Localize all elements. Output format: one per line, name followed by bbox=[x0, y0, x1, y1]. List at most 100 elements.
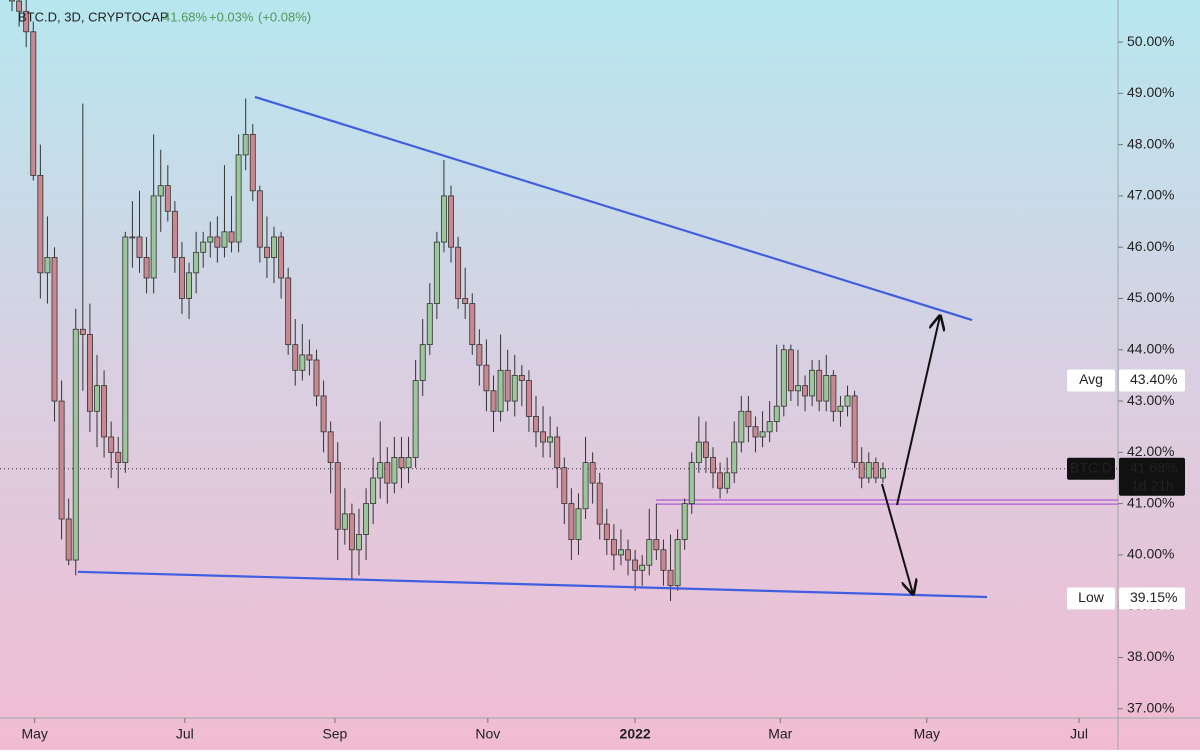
candle-body bbox=[554, 436, 561, 469]
y-tick-label: 38.00% bbox=[1127, 648, 1174, 664]
candle-body bbox=[72, 328, 79, 561]
candle-body bbox=[426, 303, 433, 346]
candle-body bbox=[879, 468, 886, 479]
candle-body bbox=[780, 349, 787, 407]
candle-body bbox=[207, 236, 214, 243]
label-badge bbox=[1067, 369, 1115, 392]
price-badge bbox=[1119, 587, 1185, 610]
candle-body bbox=[433, 241, 440, 305]
candle-body bbox=[646, 539, 653, 566]
candle-body bbox=[717, 472, 724, 489]
candle-body bbox=[122, 236, 129, 463]
candle-body bbox=[681, 503, 688, 540]
price-badge-countdown: 1d 21h bbox=[1131, 477, 1174, 493]
trendline bbox=[77, 570, 988, 599]
candle-body bbox=[568, 503, 575, 540]
candle-body bbox=[58, 400, 65, 520]
arrow-down bbox=[881, 483, 913, 594]
candle-body bbox=[745, 410, 752, 428]
x-tick-label: Jul bbox=[1070, 726, 1088, 742]
candle-body bbox=[802, 385, 808, 397]
label-badge bbox=[1067, 457, 1115, 480]
x-tick-label: 2022 bbox=[620, 726, 651, 742]
candle-body bbox=[171, 210, 178, 258]
y-tick-label: 42.00% bbox=[1127, 443, 1174, 459]
candle-body bbox=[440, 195, 447, 243]
candle-body bbox=[851, 395, 858, 463]
candle-body bbox=[759, 431, 766, 438]
candle-body bbox=[419, 344, 426, 381]
change-percent: (+0.08%) bbox=[258, 9, 311, 24]
candle-body bbox=[150, 195, 157, 279]
candle-body bbox=[384, 462, 391, 484]
y-tick-label: 43.00% bbox=[1127, 392, 1174, 408]
candle-body bbox=[618, 549, 624, 556]
candle-body bbox=[370, 477, 377, 505]
candle-body bbox=[263, 246, 270, 258]
candle-body bbox=[695, 441, 702, 463]
candle-body bbox=[37, 174, 44, 274]
y-tick-label: 37.00% bbox=[1127, 699, 1174, 715]
candle-body bbox=[356, 533, 362, 551]
price-badge bbox=[1119, 457, 1185, 496]
candle-body bbox=[476, 344, 483, 366]
candle-body bbox=[787, 349, 794, 392]
candle-body bbox=[533, 416, 539, 433]
candle-body bbox=[448, 195, 454, 248]
candle-body bbox=[603, 523, 610, 540]
candle-body bbox=[278, 236, 285, 279]
candle-body bbox=[51, 257, 58, 402]
candle-body bbox=[795, 385, 801, 392]
candle-body bbox=[872, 462, 879, 479]
candle-body bbox=[377, 462, 384, 479]
candle-body bbox=[129, 236, 136, 239]
candle-body bbox=[306, 354, 313, 361]
candle-body bbox=[462, 298, 469, 305]
candle-body bbox=[30, 31, 37, 176]
candle-body bbox=[773, 405, 780, 422]
y-tick-label: 46.00% bbox=[1127, 238, 1174, 254]
candle-body bbox=[405, 457, 412, 469]
x-tick-label: Jul bbox=[176, 726, 194, 742]
candle-body bbox=[483, 364, 490, 392]
candle-body bbox=[256, 190, 263, 248]
candle-body bbox=[200, 241, 207, 253]
arrows bbox=[881, 316, 940, 594]
candle-body bbox=[816, 369, 823, 402]
y-tick-label: 41.00% bbox=[1127, 494, 1174, 510]
candle-body bbox=[469, 303, 476, 346]
candle-body bbox=[363, 503, 370, 535]
candle-body bbox=[639, 564, 646, 571]
candle-body bbox=[561, 467, 568, 505]
x-tick-label: May bbox=[914, 726, 940, 742]
candle-body bbox=[320, 395, 327, 433]
candle-body bbox=[667, 569, 674, 587]
candle-body bbox=[143, 257, 150, 279]
y-tick-label: 50.00% bbox=[1127, 33, 1174, 49]
y-tick-label: 44.00% bbox=[1127, 340, 1174, 356]
candle-body bbox=[235, 154, 242, 243]
price-badge-value: 43.40% bbox=[1130, 371, 1177, 387]
candle-body bbox=[136, 236, 143, 258]
symbol: BTC.D, 3D, CRYPTOCAP bbox=[18, 9, 169, 24]
candle-body bbox=[249, 133, 256, 192]
candle-body bbox=[632, 559, 639, 571]
price-badge-value: 41.68% bbox=[1130, 459, 1177, 475]
candle-body bbox=[164, 185, 171, 212]
candle-body bbox=[193, 251, 200, 274]
candle-body bbox=[589, 462, 596, 484]
candle-body bbox=[285, 277, 292, 346]
candle-body bbox=[334, 462, 341, 530]
trendline bbox=[254, 95, 973, 322]
candle-body bbox=[731, 441, 738, 474]
candle-body bbox=[490, 390, 497, 412]
candle-body bbox=[504, 369, 511, 402]
candle-body bbox=[809, 369, 816, 397]
label-badge bbox=[1067, 587, 1115, 610]
label-badge-text: Low bbox=[1078, 589, 1105, 605]
candle-body bbox=[610, 539, 617, 556]
candle-body bbox=[108, 436, 115, 453]
y-tick-label: 45.00% bbox=[1127, 289, 1174, 305]
candle-body bbox=[752, 426, 759, 438]
candle-body bbox=[865, 462, 872, 479]
